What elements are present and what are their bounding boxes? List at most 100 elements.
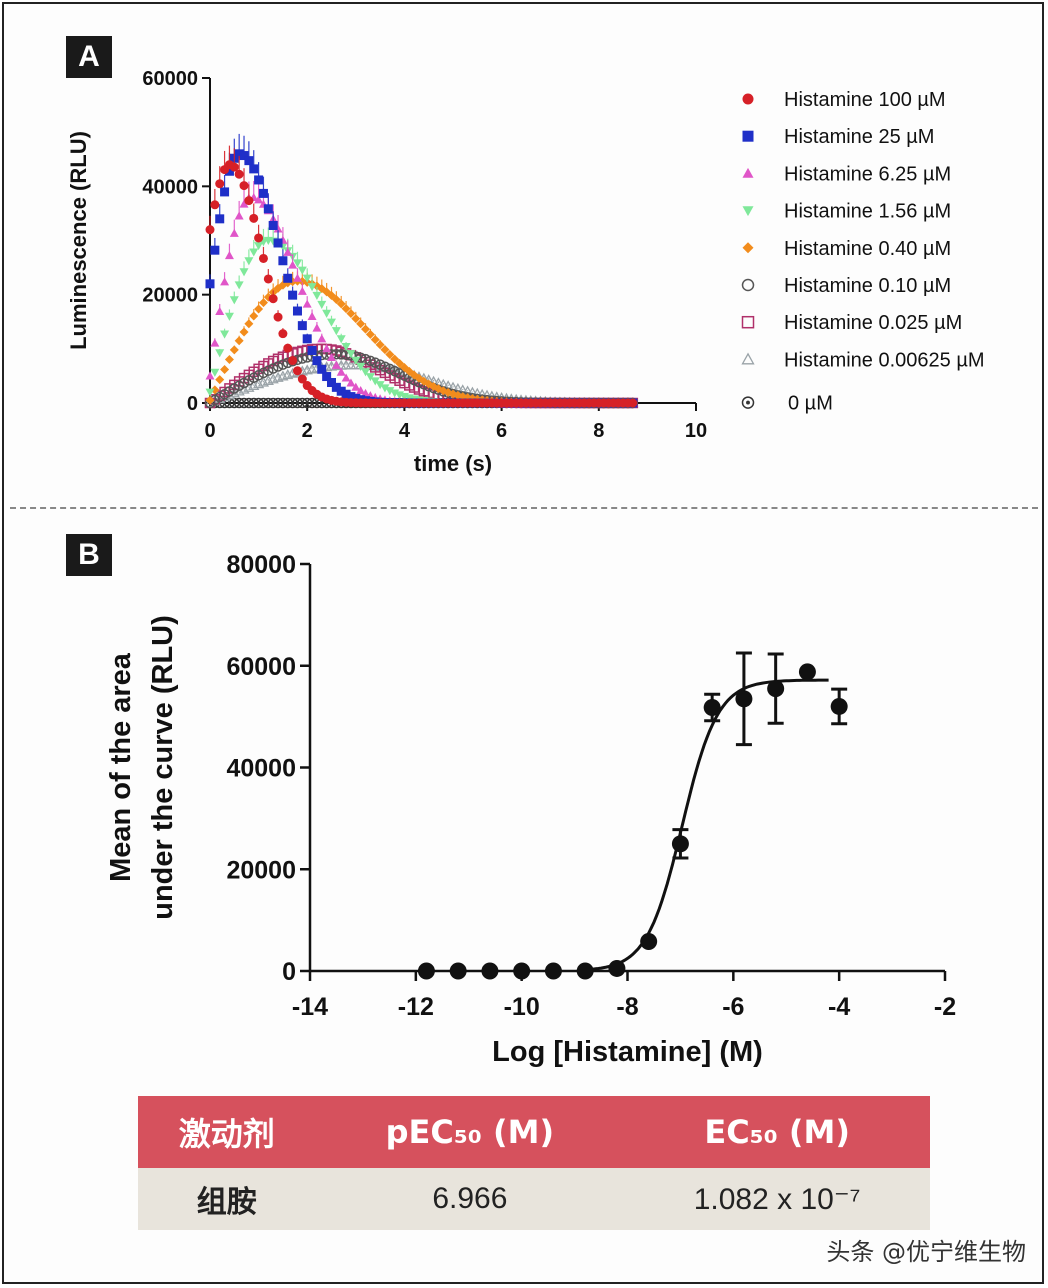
data-point	[215, 375, 225, 385]
x-tick-label: -6	[722, 993, 744, 1021]
data-point	[351, 382, 361, 391]
legend-marker	[741, 396, 755, 409]
panel-divider	[10, 507, 1038, 509]
data-point	[361, 388, 371, 397]
data-point	[224, 312, 234, 321]
data-point	[283, 343, 293, 353]
data-point	[220, 364, 230, 374]
series-histamine-100-m	[205, 145, 638, 408]
y-tick-label: 60000	[142, 68, 198, 90]
data-point	[297, 374, 307, 384]
data-point	[307, 283, 317, 292]
data-point	[302, 299, 312, 308]
data-point	[239, 268, 249, 277]
table-row: 组胺 6.966 1.082 x 10⁻⁷	[138, 1168, 930, 1230]
data-point	[268, 220, 278, 230]
data-point	[307, 345, 317, 355]
y-tick-label: 40000	[142, 176, 198, 198]
data-point	[365, 329, 375, 339]
results-table: 激动剂 pEC₅₀ (M) EC₅₀ (M) 组胺 6.966 1.082 x …	[138, 1096, 930, 1230]
data-point	[254, 175, 264, 185]
data-point	[390, 354, 400, 364]
data-point	[327, 378, 336, 388]
header-ec50: EC₅₀ (M)	[624, 1096, 930, 1168]
data-point	[301, 352, 313, 363]
data-point	[297, 321, 307, 331]
data-point	[268, 294, 278, 304]
data-point	[277, 359, 289, 370]
panel-a-label: A	[66, 36, 112, 78]
data-point	[365, 373, 375, 382]
data-point	[394, 368, 405, 379]
header-pec50: pEC₅₀ (M)	[315, 1096, 625, 1168]
data-point	[317, 334, 327, 343]
data-point	[258, 298, 268, 308]
data-point	[224, 355, 234, 365]
data-point	[244, 319, 254, 329]
data-point	[205, 225, 215, 235]
data-point	[830, 697, 848, 715]
data-point	[283, 278, 293, 288]
data-point	[322, 309, 332, 318]
data-point	[239, 327, 249, 337]
data-point	[239, 199, 249, 208]
data-point	[224, 166, 234, 176]
data-point	[229, 296, 239, 305]
data-point	[297, 353, 308, 364]
legend-marker	[741, 278, 755, 292]
data-point	[322, 344, 332, 353]
data-point	[767, 680, 785, 698]
data-point	[239, 181, 249, 191]
data-point	[346, 350, 356, 359]
data-point	[544, 962, 562, 980]
y-tick-label: 0	[187, 393, 198, 415]
data-point	[229, 228, 239, 237]
data-point	[273, 224, 283, 233]
data-point	[248, 372, 259, 384]
data-point	[292, 273, 302, 282]
data-point	[356, 386, 366, 395]
data-point	[215, 306, 225, 315]
data-point	[481, 962, 499, 980]
data-point	[263, 204, 273, 214]
data-point	[273, 238, 283, 248]
data-point	[341, 304, 351, 314]
legend-entry: Histamine 0.10 µM	[784, 275, 951, 297]
data-point	[249, 248, 259, 257]
x-tick-label: -8	[616, 993, 638, 1021]
y-axis-label-line1: Mean of the area	[105, 652, 137, 882]
y-axis-label-line2: under the curve (RLU)	[147, 615, 179, 920]
data-point	[278, 329, 288, 339]
data-point	[341, 389, 351, 399]
data-point	[513, 962, 531, 980]
data-point	[229, 345, 239, 355]
data-point	[297, 286, 307, 295]
data-point	[263, 274, 273, 284]
data-point	[322, 372, 332, 382]
data-point	[346, 378, 356, 387]
data-point	[316, 349, 328, 361]
data-point	[288, 260, 298, 269]
data-point	[361, 368, 371, 377]
legend-entry: Histamine 25 µM	[784, 126, 934, 148]
legend-marker	[742, 167, 754, 178]
data-point	[254, 304, 264, 314]
data-point	[244, 156, 254, 166]
data-point	[273, 312, 283, 322]
data-point	[385, 387, 395, 396]
data-point	[327, 352, 336, 362]
data-point	[317, 300, 327, 309]
data-point	[267, 363, 279, 374]
data-point	[735, 690, 753, 708]
data-point	[210, 200, 220, 210]
data-point	[703, 698, 721, 716]
data-point	[210, 368, 220, 377]
data-point	[341, 373, 351, 382]
cell-ec50: 1.082 x 10⁻⁷	[624, 1168, 930, 1230]
data-point	[288, 356, 298, 366]
data-point	[234, 211, 244, 220]
data-point	[258, 188, 268, 198]
x-axis-label: Log [Histamine] (M)	[492, 1036, 763, 1068]
data-point	[272, 361, 284, 372]
x-tick-label: -4	[828, 993, 850, 1021]
